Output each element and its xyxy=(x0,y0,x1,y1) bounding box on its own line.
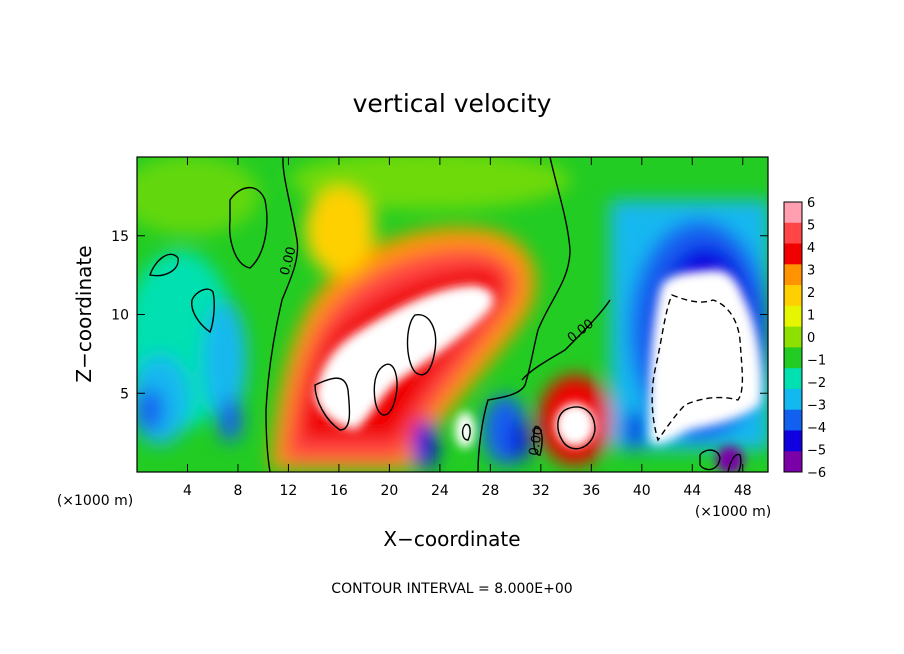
downdraft-contour-2 xyxy=(191,288,215,334)
updraft-core-contour-2 xyxy=(373,363,398,416)
updraft-core-contour-4 xyxy=(557,406,596,450)
x-tick-label: 40 xyxy=(633,483,651,499)
x-tick-label: 36 xyxy=(582,483,600,499)
contour-lines xyxy=(149,157,744,472)
colorbar-label: −3 xyxy=(807,399,826,414)
colorbar-label: 6 xyxy=(807,196,815,211)
colorbar-swatch xyxy=(784,202,802,224)
colorbar-swatch xyxy=(784,409,802,431)
downdraft-core-dashed xyxy=(651,294,744,442)
colorbar-label: 4 xyxy=(807,241,815,256)
y-tick-label: 5 xyxy=(120,386,129,402)
chart-title: vertical velocity xyxy=(353,89,552,118)
colorbar-label: 0 xyxy=(807,331,815,346)
colorbar-swatch xyxy=(784,305,802,328)
colorbar-swatch xyxy=(784,451,802,473)
colorbar-swatch xyxy=(784,243,802,265)
updraft-core-contour xyxy=(406,314,437,376)
x-tick-label: 32 xyxy=(532,483,550,499)
x-tick-label: 48 xyxy=(734,483,752,499)
x-axis-label: X−coordinate xyxy=(383,527,520,551)
downdraft-contour-6 xyxy=(699,449,721,471)
x-tick-label: 24 xyxy=(431,483,449,499)
x-tick-label: 4 xyxy=(183,483,192,499)
colorbar-swatch xyxy=(784,430,802,452)
zero-contour-right xyxy=(521,299,611,381)
y-tick-label: 10 xyxy=(111,308,129,324)
zero-contour-middle xyxy=(477,157,571,472)
colorbar-swatch xyxy=(784,264,802,286)
colorbar-label: −6 xyxy=(807,466,826,481)
colorbar-swatch xyxy=(784,285,802,307)
x-tick-label: 8 xyxy=(233,483,242,499)
colorbar-label: −2 xyxy=(807,376,826,391)
colorbar-swatch xyxy=(784,347,802,369)
colorbar-label: 1 xyxy=(807,309,815,324)
x-tick-label: 16 xyxy=(330,483,348,499)
colorbar-label: −5 xyxy=(807,444,826,459)
colorbar-swatch xyxy=(784,388,802,411)
colorbar-label: −4 xyxy=(807,421,826,436)
x-unit-label-right: (×1000 m) xyxy=(695,504,771,520)
x-tick-label: 28 xyxy=(481,483,499,499)
colorbar-label: 2 xyxy=(807,286,815,301)
contour-interval-note: CONTOUR INTERVAL = 8.000E+00 xyxy=(331,581,572,597)
y-axis: 5 10 15 xyxy=(111,229,768,402)
x-unit-label: (×1000 m) xyxy=(57,493,133,509)
downdraft-contour-7 xyxy=(727,453,742,472)
updraft-core-contour-3 xyxy=(314,377,351,431)
x-tick-label: 20 xyxy=(380,483,398,499)
contour-label: 0.00 xyxy=(527,426,547,457)
colorbar-label: −1 xyxy=(807,354,826,369)
zero-contour-left xyxy=(265,157,299,472)
colorbar-label: 3 xyxy=(807,264,815,279)
x-tick-label: 44 xyxy=(683,483,701,499)
downdraft-contour-3 xyxy=(228,186,268,269)
velocity-field xyxy=(137,157,768,472)
colorbar: 6 5 4 3 2 1 0 −1 −2 −3 −4 −5 −6 xyxy=(783,196,826,481)
y-tick-label: 15 xyxy=(111,229,129,245)
colorbar-swatch xyxy=(784,326,802,348)
colorbar-label: 5 xyxy=(807,219,815,234)
y-axis-label: Z−coordinate xyxy=(72,245,96,382)
colorbar-swatch xyxy=(784,222,802,245)
colorbar-frame xyxy=(783,201,803,473)
downdraft-contour-4 xyxy=(461,423,471,441)
downdraft-contour-1 xyxy=(149,253,179,277)
downdraft-contour-5 xyxy=(532,425,543,456)
x-axis: 4 8 12 16 20 24 28 32 36 40 44 48 xyxy=(183,157,752,499)
contour-label: 0.00 xyxy=(278,245,300,277)
colorbar-swatch xyxy=(784,368,802,390)
x-tick-label: 12 xyxy=(280,483,298,499)
